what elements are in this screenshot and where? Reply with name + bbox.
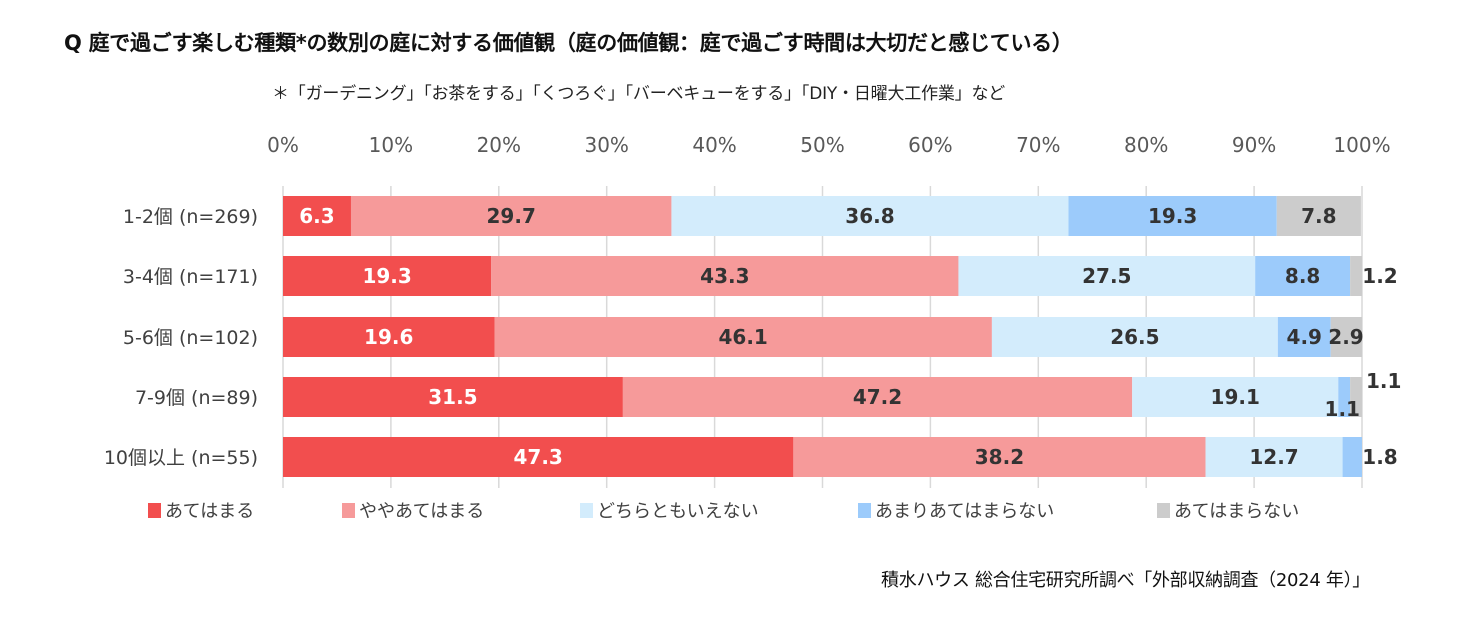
x-tick-label: 80% [1124, 133, 1168, 157]
data-label: 47.3 [514, 445, 563, 469]
bar-segment [283, 437, 794, 477]
data-label: 2.9 [1328, 325, 1363, 349]
category-label: 7-9個 (n=89) [135, 387, 258, 409]
category-label: 3-4個 (n=171) [123, 266, 258, 288]
bar-segment [1068, 196, 1277, 236]
data-label: 47.2 [853, 385, 902, 409]
x-tick-label: 50% [800, 133, 844, 157]
data-label: 46.1 [719, 325, 768, 349]
data-label: 31.5 [428, 385, 477, 409]
category-label: 5-6個 (n=102) [123, 327, 258, 349]
data-label: 19.3 [1148, 204, 1197, 228]
x-tick-label: 20% [477, 133, 521, 157]
legend-swatch [580, 503, 593, 518]
x-tick-label: 30% [584, 133, 628, 157]
chart-title: Q 庭で過ごす楽しむ種類*の数別の庭に対する価値観（庭の価値観：庭で過ごす時間は… [64, 31, 1073, 55]
bar-segment [283, 317, 495, 357]
data-label: 8.8 [1285, 264, 1320, 288]
data-label: 1.1 [1325, 397, 1360, 421]
data-label: 4.9 [1287, 325, 1322, 349]
bar-segment [1338, 377, 1351, 417]
bar-segment [1255, 256, 1351, 296]
x-tick-label: 0% [267, 133, 299, 157]
data-label: 7.8 [1301, 204, 1336, 228]
data-label: 43.3 [700, 264, 749, 288]
legend: あてはまる ややあてはまる どちらともいえない あまりあてはまらない あてはまらない [148, 501, 1299, 522]
bar-segment [1330, 317, 1362, 357]
data-label: 6.3 [299, 204, 334, 228]
data-labels: 6.3 29.7 36.8 19.3 7.8 19.3 43.3 27.5 8.8 1.2 19.6… [299, 204, 1401, 469]
bar-segment [671, 196, 1069, 236]
x-tick-label: 60% [908, 133, 952, 157]
data-label: 27.5 [1082, 264, 1131, 288]
data-label: 19.1 [1211, 385, 1260, 409]
bar-segment [1276, 196, 1361, 236]
legend-label: どちらともいえない [597, 501, 759, 522]
bar-segment [283, 196, 351, 236]
data-label: 29.7 [487, 204, 536, 228]
bar-segment [494, 317, 992, 357]
bar-segment [991, 317, 1278, 357]
x-tick-label: 70% [1016, 133, 1060, 157]
x-axis-ticks: 0% 10% 20% 30% 40% 50% 60% 70% 80% 90% 100% [267, 133, 1390, 157]
bar-segment [350, 196, 672, 236]
bar-segment [283, 256, 492, 296]
legend-swatch [148, 503, 161, 518]
data-label: 19.3 [362, 264, 411, 288]
bar-segment [491, 256, 959, 296]
x-tick-label: 100% [1333, 133, 1390, 157]
x-tick-label: 40% [692, 133, 736, 157]
data-label: 12.7 [1249, 445, 1298, 469]
bar-segment [1132, 377, 1339, 417]
legend-label: あまりあてはまらない [875, 501, 1054, 522]
category-label: 10個以上 (n=55) [104, 447, 258, 469]
data-label: 36.8 [845, 204, 894, 228]
bar-segment [1350, 256, 1362, 296]
bar-segment [1342, 437, 1362, 477]
bar-segment [1277, 317, 1331, 357]
legend-swatch [1157, 503, 1170, 518]
bars [283, 196, 1362, 477]
category-label: 1-2個 (n=269) [123, 206, 258, 228]
data-label: 1.2 [1362, 264, 1397, 288]
x-tick-label: 10% [369, 133, 413, 157]
bar-segment [793, 437, 1206, 477]
source-note: 積水ハウス 総合住宅研究所調べ「外部収納調査（2024 年）」 [881, 570, 1370, 591]
bar-segment [283, 377, 623, 417]
data-label: 1.8 [1362, 445, 1397, 469]
legend-label: ややあてはまる [359, 501, 484, 522]
y-axis-categories: 1-2個 (n=269) 3-4個 (n=171) 5-6個 (n=102) 7-9個… [104, 206, 258, 469]
bar-segment [1205, 437, 1343, 477]
x-tick-label: 90% [1232, 133, 1276, 157]
legend-label: あてはまる [165, 501, 254, 522]
bar-segment [958, 256, 1256, 296]
data-label: 38.2 [975, 445, 1024, 469]
legend-label: あてはまらない [1174, 501, 1299, 522]
data-label: 1.1 [1366, 369, 1401, 393]
chart-subtitle: ＊「ガーデニング」「お茶をする」「くつろぐ」「バーベキューをする」「DIY・日曜… [272, 84, 1006, 104]
bar-segment [1350, 377, 1362, 417]
data-label: 26.5 [1110, 325, 1159, 349]
bar-segment [622, 377, 1133, 417]
legend-swatch [342, 503, 355, 518]
data-label: 19.6 [364, 325, 413, 349]
legend-swatch [858, 503, 871, 518]
